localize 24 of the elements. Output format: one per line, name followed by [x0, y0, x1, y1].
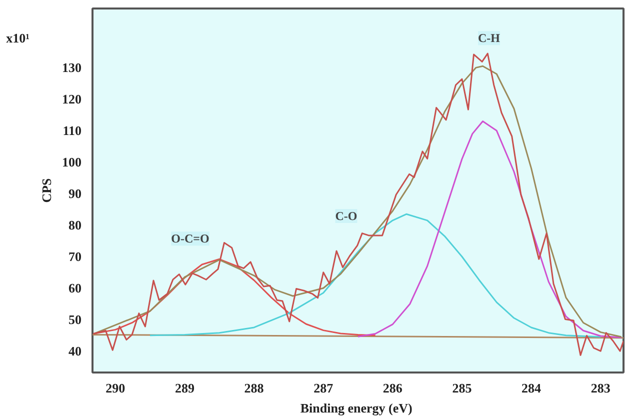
x-tick-label: 290 [106, 380, 126, 396]
x-tick-label: 287 [314, 380, 334, 396]
y-tick-label: 40 [68, 344, 82, 359]
y-tick-label: 50 [68, 312, 82, 328]
annotation: C-O [335, 209, 358, 224]
y-tick-label: 110 [62, 123, 82, 138]
y-tick-label: 80 [68, 218, 82, 233]
text: x10¹ [6, 30, 30, 46]
y-tick-label: 60 [68, 280, 82, 296]
y-tick-label: 120 [62, 92, 82, 107]
y-axis-title: CPS [39, 178, 54, 203]
x-axis-title: Binding energy (eV) [300, 400, 412, 416]
y-tick-label: 130 [62, 60, 82, 76]
annotation: O-C=O [171, 232, 210, 246]
x-tick-label: 285 [452, 380, 472, 396]
annotation: C-H [478, 31, 501, 46]
y-tick-label: 90 [68, 186, 82, 202]
y-tick-label: 70 [68, 249, 82, 264]
x-tick-label: 284 [522, 380, 542, 396]
y-tick-label: 100 [62, 154, 82, 170]
x-tick-label: 286 [382, 380, 403, 396]
x-tick-label: 289 [174, 380, 195, 396]
x-tick-label: 288 [244, 380, 264, 396]
x-tick-label: 283 [590, 380, 611, 396]
